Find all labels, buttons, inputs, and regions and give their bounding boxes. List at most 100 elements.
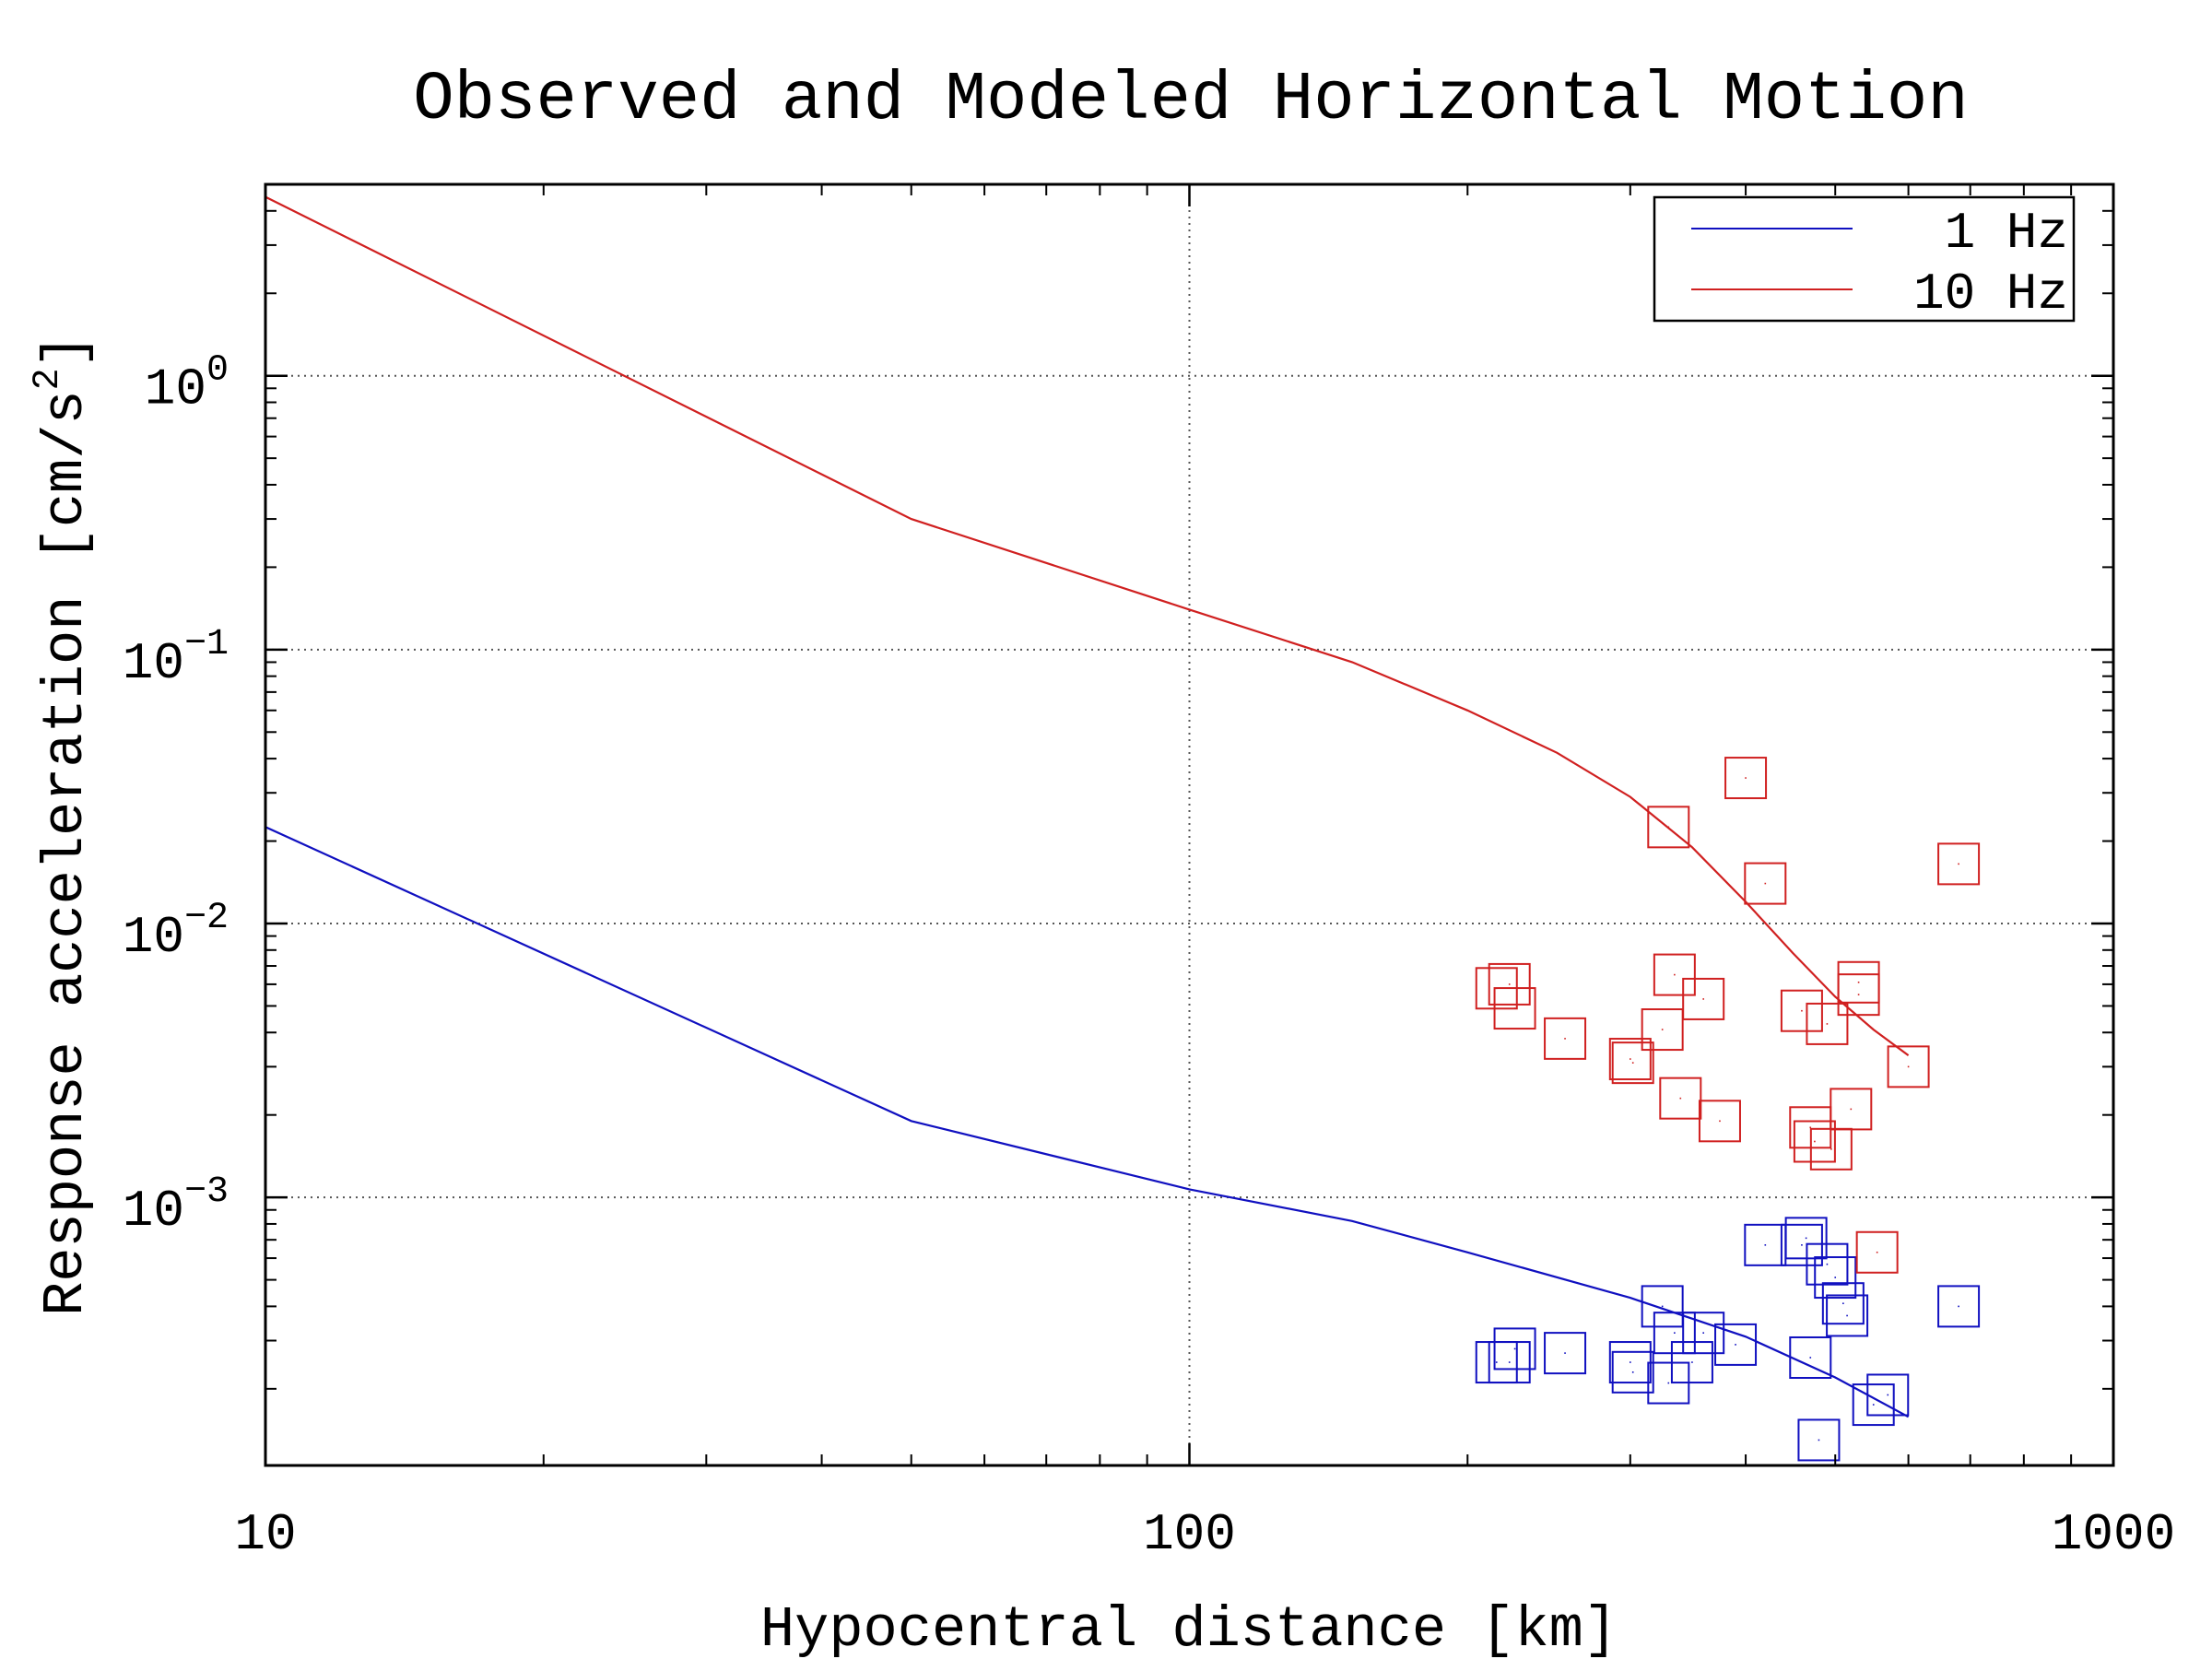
data-point-center xyxy=(1513,1347,1516,1350)
data-point-center xyxy=(1631,1062,1634,1064)
data-point-center xyxy=(1564,1038,1566,1040)
data-point-center xyxy=(1958,863,1959,865)
data-point xyxy=(1937,842,1981,886)
y-tick-label: 10−1 xyxy=(123,624,229,693)
data-point xyxy=(1789,1335,1832,1379)
data-point xyxy=(1493,987,1536,1030)
plot-area xyxy=(265,195,1981,1462)
y-axis-label-close: ] xyxy=(33,334,99,368)
data-point xyxy=(1866,1373,1910,1417)
y-axis-label-main: Response acceleration [cm/s xyxy=(33,390,99,1316)
legend: 1 Hz 10 Hz xyxy=(1653,195,2076,324)
data-point-center xyxy=(1818,1439,1820,1441)
data-point-center xyxy=(1631,1371,1634,1373)
data-point-center xyxy=(1745,777,1747,779)
data-point-center xyxy=(1805,1237,1807,1240)
data-point xyxy=(1544,1017,1587,1060)
data-point-center xyxy=(1834,1277,1837,1278)
data-point-center xyxy=(1764,1244,1767,1246)
data-point-center xyxy=(1801,1009,1803,1012)
data-point-center xyxy=(1826,1263,1829,1265)
data-point xyxy=(1608,1038,1652,1081)
data-point-center xyxy=(1495,1361,1498,1363)
data-point-center xyxy=(1826,1023,1829,1025)
tick-labels: 10 100 1000 100 10−1 10−2 10−3 xyxy=(123,350,2175,1564)
data-point-center xyxy=(1735,1344,1736,1346)
data-point xyxy=(1659,1077,1702,1120)
data-point-center xyxy=(1887,1394,1889,1396)
x-tick-label: 100 xyxy=(1143,1505,1236,1564)
data-point-center xyxy=(1702,998,1704,1000)
data-point-center xyxy=(1667,826,1670,829)
data-point xyxy=(1724,757,1768,800)
data-point xyxy=(1744,862,1787,905)
data-point xyxy=(1670,1341,1713,1384)
y-tick-label: 100 xyxy=(145,350,229,419)
data-point-center xyxy=(1661,1029,1664,1030)
data-point-center xyxy=(1872,1404,1875,1406)
y-tick-label: 10−3 xyxy=(123,1171,229,1241)
model-line-10-hz xyxy=(265,195,1910,1056)
data-point xyxy=(1641,1285,1684,1328)
data-point-center xyxy=(1630,1361,1631,1363)
data-point xyxy=(1837,973,1880,1017)
data-point xyxy=(1641,1008,1684,1052)
data-point xyxy=(1830,1088,1873,1131)
y-tick-label: 10−2 xyxy=(123,898,229,967)
data-point-center xyxy=(1876,1251,1878,1253)
data-point xyxy=(1611,1350,1654,1394)
legend-label-1hz: 1 Hz xyxy=(1945,204,2068,263)
data-point-center xyxy=(1674,973,1676,976)
legend-label-10hz: 10 Hz xyxy=(1913,265,2068,324)
axis-ticks xyxy=(264,183,2115,1465)
data-point-center xyxy=(1907,1065,1910,1068)
data-point xyxy=(1780,989,1823,1032)
data-point-center xyxy=(1630,1058,1631,1060)
data-point xyxy=(1826,1294,1869,1337)
data-point xyxy=(1937,1285,1981,1328)
data-point-center xyxy=(1801,1244,1803,1246)
data-point xyxy=(1698,1100,1741,1143)
data-point-center xyxy=(1846,1314,1848,1317)
y-axis-label-sup: 2 xyxy=(28,368,69,390)
data-point-center xyxy=(1764,882,1767,885)
data-point-center xyxy=(1809,1357,1812,1359)
data-point-center xyxy=(1958,1305,1959,1308)
data-point xyxy=(1797,1418,1841,1462)
data-point xyxy=(1806,1002,1849,1045)
data-point xyxy=(1714,1323,1758,1366)
data-point xyxy=(1887,1045,1930,1088)
data-point xyxy=(1855,1230,1899,1274)
data-point xyxy=(1653,953,1696,996)
data-point xyxy=(1488,1341,1531,1384)
data-point xyxy=(1647,806,1690,849)
data-point xyxy=(1806,1242,1849,1286)
data-point-center xyxy=(1857,994,1860,995)
data-point-center xyxy=(1661,1305,1664,1308)
x-tick-label: 1000 xyxy=(2052,1505,2175,1564)
data-point-center xyxy=(1508,983,1511,985)
data-point xyxy=(1821,1282,1865,1325)
data-point xyxy=(1780,1223,1823,1266)
x-axis-label: Hypocentral distance [km] xyxy=(760,1597,1618,1659)
model-line-1-hz xyxy=(265,826,1910,1418)
data-point xyxy=(1653,1312,1696,1355)
data-point-center xyxy=(1850,1108,1853,1111)
data-point-center xyxy=(1814,1140,1816,1143)
data-point-center xyxy=(1679,1097,1682,1100)
data-point-center xyxy=(1508,1361,1511,1363)
data-point-center xyxy=(1702,1332,1704,1334)
x-tick-label: 10 xyxy=(234,1505,296,1564)
y-axis-label: Response acceleration [cm/s2] xyxy=(28,334,99,1316)
data-point-center xyxy=(1830,1148,1832,1150)
data-point xyxy=(1682,977,1725,1020)
chart-title: Observed and Modeled Horizontal Motion xyxy=(413,62,1968,139)
data-point xyxy=(1611,1041,1654,1085)
grid xyxy=(265,184,2113,1465)
data-point xyxy=(1852,1383,1895,1427)
data-point xyxy=(1544,1332,1587,1375)
data-point-center xyxy=(1513,1007,1516,1009)
data-point-center xyxy=(1809,1126,1812,1129)
data-point xyxy=(1793,1120,1836,1163)
data-point-center xyxy=(1667,1382,1670,1384)
